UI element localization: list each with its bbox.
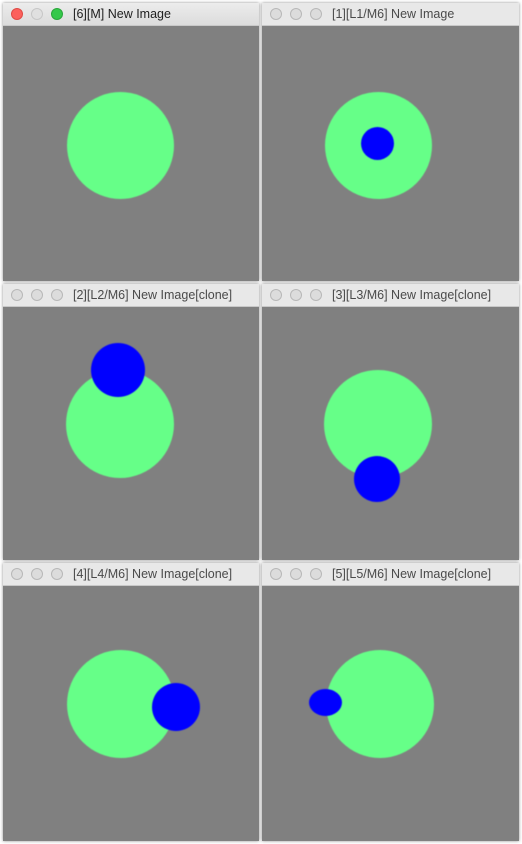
close-button[interactable] xyxy=(270,289,282,301)
zoom-button[interactable] xyxy=(51,289,63,301)
minimize-button[interactable] xyxy=(290,568,302,580)
close-button[interactable] xyxy=(11,568,23,580)
green-circle xyxy=(326,650,434,758)
image-canvas[interactable] xyxy=(262,307,519,560)
blue-circle xyxy=(354,456,400,502)
zoom-button[interactable] xyxy=(51,8,63,20)
window-title: [5][L5/M6] New Image[clone] xyxy=(332,567,492,581)
image-window-3[interactable]: [3][L3/M6] New Image[clone] xyxy=(262,284,519,560)
zoom-button[interactable] xyxy=(51,568,63,580)
green-circle xyxy=(67,92,174,199)
window-title: [2][L2/M6] New Image[clone] xyxy=(73,288,233,302)
zoom-button[interactable] xyxy=(310,8,322,20)
zoom-button[interactable] xyxy=(310,289,322,301)
title-bar[interactable]: [6][M] New Image xyxy=(3,3,259,26)
blue-circle xyxy=(152,683,200,731)
minimize-button[interactable] xyxy=(31,8,43,20)
title-bar[interactable]: [5][L5/M6] New Image[clone] xyxy=(262,563,519,586)
title-bar[interactable]: [1][L1/M6] New Image xyxy=(262,3,519,26)
image-window-4[interactable]: [4][L4/M6] New Image[clone] xyxy=(3,563,259,841)
image-canvas[interactable] xyxy=(3,586,259,841)
title-bar[interactable]: [3][L3/M6] New Image[clone] xyxy=(262,284,519,307)
image-canvas[interactable] xyxy=(3,307,259,560)
image-window-1[interactable]: [1][L1/M6] New Image xyxy=(262,3,519,281)
image-canvas[interactable] xyxy=(3,26,259,281)
minimize-button[interactable] xyxy=(31,568,43,580)
minimize-button[interactable] xyxy=(290,8,302,20)
zoom-button[interactable] xyxy=(310,568,322,580)
window-title: [3][L3/M6] New Image[clone] xyxy=(332,288,492,302)
close-button[interactable] xyxy=(11,8,23,20)
image-canvas[interactable] xyxy=(262,26,519,281)
window-title: [4][L4/M6] New Image[clone] xyxy=(73,567,233,581)
blue-circle xyxy=(361,127,394,160)
minimize-button[interactable] xyxy=(290,289,302,301)
minimize-button[interactable] xyxy=(31,289,43,301)
blue-circle xyxy=(309,689,342,716)
close-button[interactable] xyxy=(270,8,282,20)
window-title: [6][M] New Image xyxy=(73,7,171,21)
close-button[interactable] xyxy=(11,289,23,301)
image-window-2[interactable]: [2][L2/M6] New Image[clone] xyxy=(3,284,259,560)
close-button[interactable] xyxy=(270,568,282,580)
blue-circle xyxy=(91,343,145,397)
title-bar[interactable]: [2][L2/M6] New Image[clone] xyxy=(3,284,259,307)
image-window-6[interactable]: [6][M] New Image xyxy=(3,3,259,281)
title-bar[interactable]: [4][L4/M6] New Image[clone] xyxy=(3,563,259,586)
window-title: [1][L1/M6] New Image xyxy=(332,7,455,21)
image-window-5[interactable]: [5][L5/M6] New Image[clone] xyxy=(262,563,519,841)
image-canvas[interactable] xyxy=(262,586,519,841)
